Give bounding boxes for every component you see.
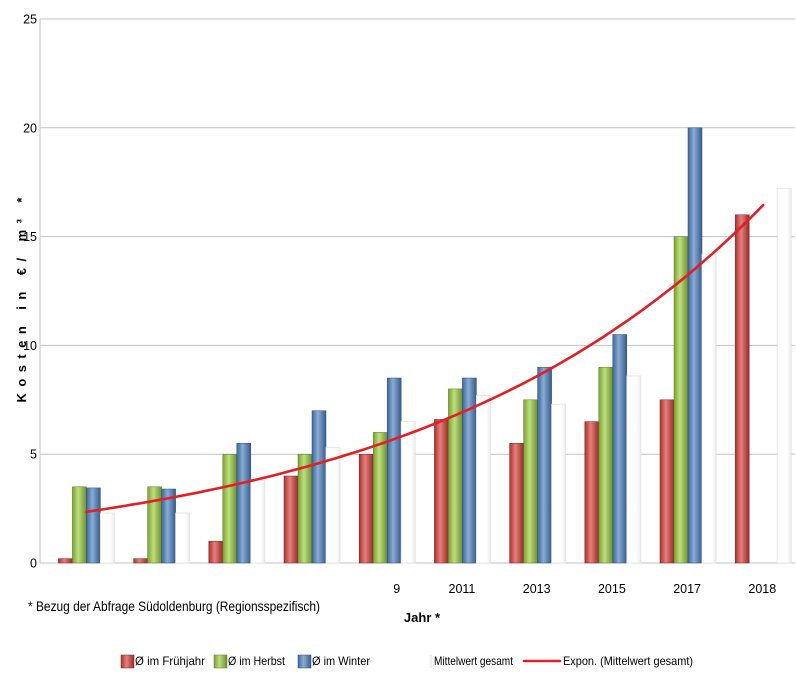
x-tick-label-6: 2013	[523, 582, 551, 596]
bar-series2-cat3	[311, 410, 327, 564]
y-axis-ticks: 0 5 10 15 20 25	[23, 13, 37, 571]
legend-label-fruehjahr: Ø im Frühjahr	[135, 654, 205, 668]
x-axis-ticks: 9 2011 2013 2015 2017 2018	[393, 582, 776, 596]
bar-series3-cat3	[325, 447, 341, 564]
y-tick-label-25: 25	[23, 13, 37, 27]
bar-series0-cat7	[584, 421, 600, 564]
legend-label-winter: Ø im Winter	[312, 654, 370, 668]
legend-swatch-fruehjahr	[120, 654, 135, 669]
legend-item-winter: Ø im Winter	[297, 654, 370, 669]
y-tick-label-0: 0	[30, 557, 37, 571]
bar-series0-cat9	[734, 214, 750, 564]
legend-item-mittelwert: Mittelwert gesamt	[419, 654, 514, 668]
bar-series3-cat8	[701, 253, 717, 564]
bar-series3-cat6	[551, 403, 566, 564]
trendline-expon	[85, 203, 765, 514]
legend-label-trendline: Expon. (Mittelwert gesamt)	[563, 654, 693, 668]
bar-series2-cat2	[236, 443, 252, 564]
x-axis-title: Jahr *	[404, 610, 441, 625]
bar-series3-cat9	[776, 188, 792, 564]
legend-label-herbst: Ø im Herbst	[228, 654, 286, 668]
y-tick-label-20: 20	[23, 121, 37, 135]
bar-series2-cat4	[386, 377, 402, 564]
bar-series3-cat7	[626, 375, 642, 564]
bar-series1-cat2	[222, 453, 238, 564]
bar-series2-cat8	[687, 127, 703, 564]
bar-series0-cat5	[434, 419, 449, 564]
bar-series1-cat4	[372, 432, 388, 564]
bar-series3-cat5	[475, 394, 491, 564]
legend-item-fruehjahr: Ø im Frühjahr	[120, 654, 205, 669]
bar-series0-cat6	[509, 443, 524, 564]
y-tick-label-10: 10	[23, 339, 37, 353]
y-tick-label-15: 15	[23, 230, 37, 244]
bar-series0-cat2	[208, 540, 224, 564]
bar-series0-cat3	[283, 475, 299, 564]
bar-series3-cat1	[175, 512, 191, 564]
footnote: * Bezug der Abfrage Südoldenburg (Region…	[28, 598, 320, 614]
legend-swatch-winter	[297, 654, 312, 669]
bar-series2-cat0	[86, 487, 101, 564]
bar-series3-cat2	[250, 479, 266, 564]
legend-swatch-herbst	[213, 654, 228, 669]
bar-series3-cat4	[400, 421, 416, 564]
x-tick-label-9: 2018	[748, 582, 776, 596]
legend-swatch-mittelwert	[419, 655, 432, 668]
legend: Ø im Frühjahr Ø im Herbst Ø im Winter Mi…	[120, 654, 693, 669]
legend-label-mittelwert: Mittelwert gesamt	[434, 654, 514, 668]
bar-series1-cat6	[523, 399, 538, 564]
bar-series0-cat4	[358, 453, 374, 564]
x-tick-label-4: 9	[393, 582, 400, 596]
bar-series3-cat0	[100, 512, 115, 564]
x-tick-label-8: 2017	[673, 582, 701, 596]
trendline-layer	[85, 203, 765, 514]
y-tick-label-5: 5	[30, 448, 37, 462]
bars	[58, 127, 792, 564]
bar-series1-cat0	[72, 486, 87, 564]
bar-series2-cat6	[537, 366, 552, 564]
bar-series0-cat8	[659, 399, 675, 564]
bar-series1-cat1	[147, 486, 162, 564]
bar-series1-cat3	[297, 453, 313, 564]
bar-series2-cat7	[612, 334, 628, 564]
bar-series0-cat1	[133, 558, 148, 564]
x-tick-label-5: 2011	[449, 582, 476, 596]
bar-series0-cat0	[58, 558, 73, 564]
legend-item-herbst: Ø im Herbst	[213, 654, 286, 669]
legend-item-trendline: Expon. (Mittelwert gesamt)	[522, 654, 693, 668]
bar-series1-cat7	[598, 366, 614, 564]
x-tick-label-7: 2015	[598, 582, 626, 596]
